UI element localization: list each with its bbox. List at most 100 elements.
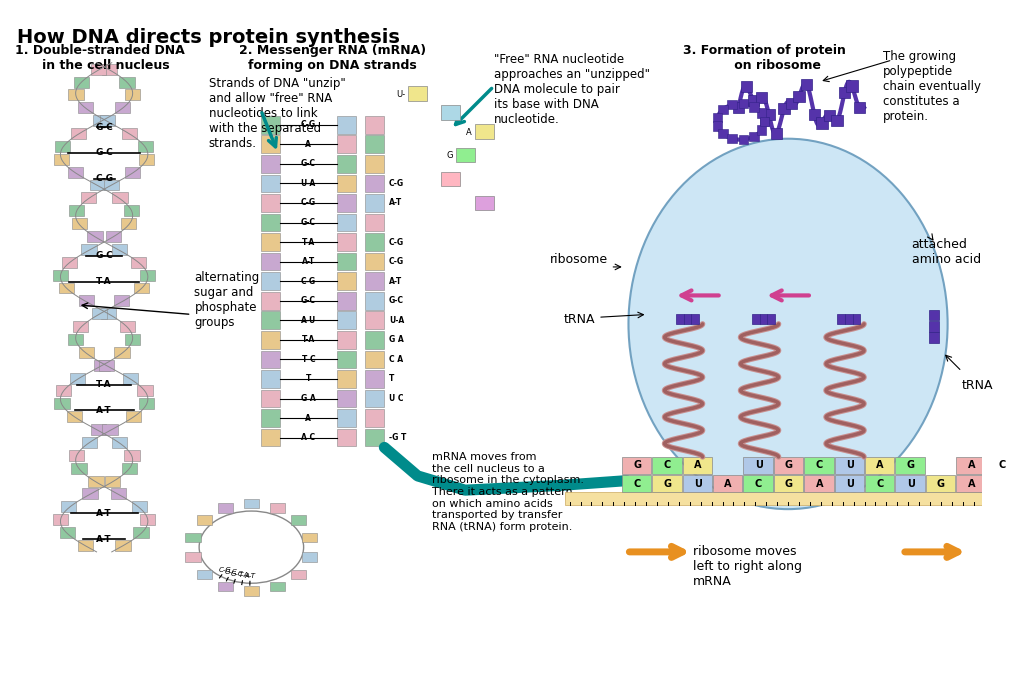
Bar bbox=[366, 116, 384, 134]
Bar bbox=[839, 87, 850, 98]
Bar bbox=[713, 121, 722, 130]
Bar bbox=[54, 398, 70, 409]
Bar bbox=[337, 311, 356, 329]
Bar bbox=[81, 193, 96, 204]
Text: C: C bbox=[634, 479, 641, 488]
Text: tRNA: tRNA bbox=[962, 379, 993, 392]
Text: C-G: C-G bbox=[95, 174, 113, 183]
Bar bbox=[763, 109, 774, 120]
Bar bbox=[101, 308, 117, 319]
Bar bbox=[733, 102, 744, 113]
Bar bbox=[760, 117, 769, 126]
Bar bbox=[743, 457, 773, 474]
Bar bbox=[337, 175, 356, 192]
Bar bbox=[93, 115, 109, 126]
Bar bbox=[124, 206, 139, 217]
Bar bbox=[683, 457, 712, 474]
Bar bbox=[69, 334, 83, 345]
Bar bbox=[261, 331, 280, 349]
Text: G A: G A bbox=[301, 394, 315, 403]
Bar bbox=[853, 314, 860, 324]
Bar bbox=[926, 475, 955, 492]
Bar bbox=[738, 99, 749, 109]
Text: G-C: G-C bbox=[389, 296, 404, 305]
Text: "Free" RNA nucleotide
approaches an "unzipped"
DNA molecule to pair
its base wit: "Free" RNA nucleotide approaches an "unz… bbox=[494, 53, 649, 126]
Bar bbox=[91, 64, 106, 74]
Bar bbox=[854, 102, 865, 113]
Text: G-C: G-C bbox=[95, 122, 113, 132]
Text: C: C bbox=[664, 460, 671, 471]
Bar bbox=[105, 231, 121, 242]
Bar bbox=[366, 175, 384, 192]
Text: A: A bbox=[724, 479, 732, 488]
Bar bbox=[126, 411, 141, 422]
Text: T-A: T-A bbox=[302, 238, 315, 247]
Text: T: T bbox=[389, 374, 394, 383]
Bar bbox=[59, 527, 75, 538]
Bar bbox=[125, 334, 140, 345]
Bar bbox=[804, 457, 834, 474]
Text: A C: A C bbox=[301, 433, 315, 442]
Bar bbox=[89, 180, 104, 191]
Bar bbox=[269, 503, 285, 512]
Text: Strands of DNA "unzip"
and allow "free" RNA
nucleotides to link
with the separat: Strands of DNA "unzip" and allow "free" … bbox=[209, 77, 345, 150]
Bar bbox=[121, 218, 136, 229]
Bar bbox=[366, 350, 384, 368]
Bar bbox=[804, 475, 834, 492]
Bar bbox=[622, 475, 651, 492]
Bar bbox=[261, 234, 280, 251]
Bar bbox=[366, 370, 384, 388]
Bar bbox=[684, 314, 691, 324]
Bar bbox=[185, 552, 201, 561]
Text: A: A bbox=[877, 460, 884, 471]
Bar bbox=[652, 475, 682, 492]
Bar bbox=[831, 115, 843, 126]
Text: G-C: G-C bbox=[301, 218, 315, 227]
Text: U: U bbox=[846, 479, 854, 488]
Text: G: G bbox=[937, 479, 945, 488]
Text: U: U bbox=[846, 460, 854, 471]
Bar bbox=[98, 360, 114, 371]
Bar bbox=[79, 295, 94, 307]
Text: C-G: C-G bbox=[301, 277, 316, 285]
Bar bbox=[261, 214, 280, 232]
Text: A-T: A-T bbox=[389, 277, 402, 285]
Bar bbox=[750, 132, 759, 141]
Bar bbox=[847, 81, 858, 92]
Bar bbox=[138, 398, 154, 409]
Bar bbox=[838, 314, 845, 324]
Bar bbox=[55, 141, 71, 152]
Bar bbox=[72, 128, 86, 139]
Bar bbox=[929, 321, 939, 331]
Text: ribosome: ribosome bbox=[550, 253, 607, 266]
Text: U: U bbox=[906, 479, 914, 488]
Text: C-G: C-G bbox=[301, 120, 316, 129]
Bar bbox=[69, 206, 84, 217]
Bar bbox=[269, 582, 285, 591]
Bar bbox=[865, 475, 894, 492]
Bar bbox=[771, 128, 782, 139]
Text: G-C: G-C bbox=[95, 251, 113, 260]
Bar bbox=[59, 283, 75, 294]
Text: A: A bbox=[466, 128, 472, 137]
Bar bbox=[261, 311, 280, 329]
Text: A-T: A-T bbox=[96, 509, 112, 518]
Bar bbox=[261, 155, 280, 173]
Text: alternating
sugar and
phosphate
groups: alternating sugar and phosphate groups bbox=[195, 271, 260, 329]
Bar bbox=[125, 167, 140, 178]
Text: G: G bbox=[664, 479, 672, 488]
Bar bbox=[72, 462, 86, 474]
Bar bbox=[103, 180, 119, 191]
Bar bbox=[82, 437, 96, 448]
Bar bbox=[337, 350, 356, 368]
Text: A: A bbox=[694, 460, 701, 471]
Bar bbox=[81, 244, 96, 255]
Text: C-G: C-G bbox=[219, 567, 231, 573]
Text: C: C bbox=[816, 460, 823, 471]
Bar bbox=[727, 100, 737, 109]
Bar bbox=[337, 194, 356, 212]
Bar bbox=[291, 515, 306, 525]
Text: tRNA: tRNA bbox=[564, 313, 595, 326]
Bar bbox=[366, 429, 384, 447]
Bar bbox=[261, 135, 280, 153]
